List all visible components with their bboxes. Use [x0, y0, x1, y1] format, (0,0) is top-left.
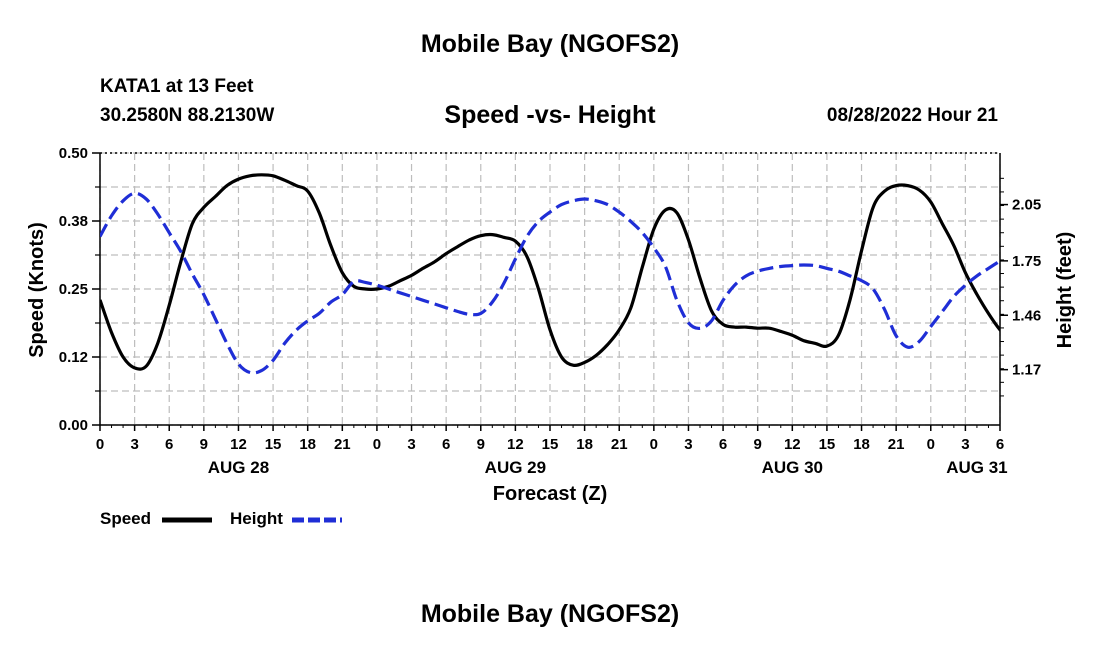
x-tick-label: 6 — [996, 436, 1004, 453]
x-tick-label: 3 — [961, 436, 969, 453]
right-axis: 1.17 1.46 1.75 2.05 — [1000, 177, 1041, 397]
x-tick-label: 0 — [650, 436, 658, 453]
x-tick-label: 18 — [576, 436, 593, 453]
x-tick-label: 9 — [477, 436, 485, 453]
x-tick-label: 12 — [784, 436, 801, 453]
x-tick-label: 15 — [265, 436, 282, 453]
y-axis-label-right: Height (feet) — [1054, 232, 1076, 349]
left-tick-label: 0.50 — [59, 145, 88, 162]
x-tick-label: 21 — [611, 436, 628, 453]
x-axis: 0 3 6 9 12 15 18 21 0 3 6 9 12 15 18 21 0 3 6 9 12 15 18 21 0 3 6 A… — [96, 425, 1008, 477]
chart-subtitle: Speed -vs- Height — [444, 101, 656, 129]
x-tick-label: 9 — [754, 436, 762, 453]
chart-grid — [99, 152, 1001, 426]
x-tick-label: 0 — [927, 436, 935, 453]
x-tick-label: 3 — [130, 436, 138, 453]
forecast-datetime: 08/28/2022 Hour 21 — [826, 105, 998, 126]
right-tick-label: 1.17 — [1012, 362, 1041, 379]
series-line-height — [100, 191, 1000, 375]
x-axis-label: Forecast (Z) — [493, 483, 607, 505]
x-tick-label: 15 — [542, 436, 559, 453]
x-date-label: AUG 30 — [762, 458, 823, 477]
x-tick-label: 6 — [442, 436, 450, 453]
x-tick-label: 18 — [299, 436, 316, 453]
chart-title: Mobile Bay (NGOFS2) — [420, 30, 680, 58]
x-tick-label: 12 — [230, 436, 247, 453]
y-axis-label-left: Speed (Knots) — [26, 222, 48, 358]
x-tick-label: 0 — [96, 436, 104, 453]
series-line-speed — [100, 173, 1000, 371]
left-axis: 0.00 0.12 0.25 0.38 0.50 — [59, 145, 100, 434]
x-date-label: AUG 31 — [946, 458, 1007, 477]
x-tick-label: 6 — [719, 436, 727, 453]
x-date-label: AUG 28 — [208, 458, 269, 477]
footer-title: Mobile Bay (NGOFS2) — [420, 600, 680, 628]
series-layer — [100, 173, 1000, 375]
left-tick-label: 0.00 — [59, 417, 88, 434]
x-tick-label: 9 — [200, 436, 208, 453]
right-tick-label: 2.05 — [1012, 197, 1041, 214]
x-tick-label: 3 — [407, 436, 415, 453]
x-tick-label: 18 — [853, 436, 870, 453]
left-tick-label: 0.25 — [59, 281, 88, 298]
legend-height-label: Height — [230, 509, 283, 528]
x-tick-label: 21 — [334, 436, 351, 453]
x-tick-label: 12 — [507, 436, 524, 453]
right-tick-label: 1.46 — [1012, 307, 1041, 324]
left-tick-label: 0.38 — [59, 213, 88, 230]
right-tick-label: 1.75 — [1012, 253, 1041, 270]
x-tick-label: 6 — [165, 436, 173, 453]
left-tick-label: 0.12 — [59, 349, 88, 366]
station-label: KATA1 at 13 Feet — [100, 76, 254, 97]
x-date-label: AUG 29 — [485, 458, 546, 477]
x-tick-label: 15 — [819, 436, 836, 453]
x-tick-label: 3 — [684, 436, 692, 453]
legend-speed-label: Speed — [100, 509, 152, 528]
x-tick-label: 21 — [888, 436, 905, 453]
x-tick-label: 0 — [373, 436, 381, 453]
station-coordinates: 30.2580N 88.2130W — [100, 105, 275, 126]
